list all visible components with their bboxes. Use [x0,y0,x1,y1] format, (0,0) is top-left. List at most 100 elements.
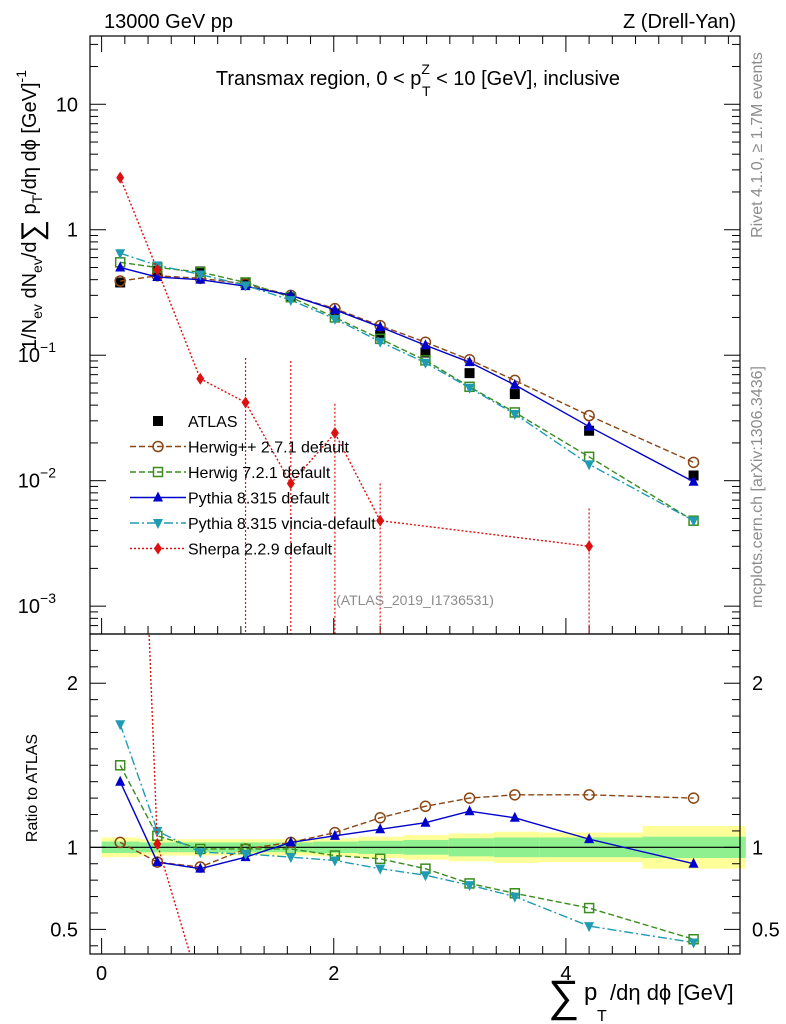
data-point-marker [152,440,164,453]
data-point-marker [285,296,296,307]
legend: ATLAS Herwig++ 2.7.1 default Herwig 7.2.1 … [130,414,376,559]
data-point-marker [195,862,206,873]
data-point-marker [114,275,126,287]
data-point-marker [509,378,520,389]
main-plot-series [114,171,700,634]
svg-text:1/Nev dNev/d∑ pT/dη dϕ [GeV]-: 1/Nev dNev/d∑ pT/dη dϕ [GeV]-1 [13,70,49,350]
data-point-marker [583,789,595,801]
x-axis-label: ∑ p T /dη dϕ [GeV] [548,972,734,1024]
data-point-marker [195,270,206,281]
data-point-marker [584,833,595,844]
legend-label: Pythia 8.315 default [188,491,330,508]
data-point-marker [583,902,595,914]
data-point-marker [329,829,340,840]
series-line [119,252,694,522]
data-point-marker [152,856,163,867]
legend-label: ATLAS [188,414,238,431]
series-line [119,724,694,944]
legend-label: Pythia 8.315 vincia-default [188,516,376,533]
svg-text:∑: ∑ [548,972,579,1021]
data-point-marker [688,470,699,481]
data-point-marker [115,249,126,260]
series-line [119,764,694,940]
data-point-marker [420,347,431,358]
data-point-marker [375,823,386,834]
x-tick-label: 4 [560,963,571,985]
ratio-axis-ticks: 0 2 4 2 2 1 1 0.5 0.5 [50,649,780,985]
data-point-marker [374,853,386,865]
data-point-marker [329,856,340,867]
data-point-marker [153,263,162,276]
svg-text:T: T [597,1008,607,1024]
svg-text:/dη dϕ [GeV]: /dη dϕ [GeV] [610,980,734,1005]
data-point-marker [509,410,520,421]
data-point-marker [463,792,476,804]
data-point-marker [583,409,595,422]
header-process-label: Z (Drell-Yan) [623,11,736,33]
data-point-marker [688,516,699,527]
series-line [148,634,191,954]
legend-label: Sherpa 2.2.9 default [188,542,333,559]
data-point-marker [114,836,126,849]
data-point-marker [464,805,475,816]
data-point-marker [196,982,204,994]
data-point-marker [509,789,521,801]
data-point-marker [154,542,162,555]
ratio-plot-series [114,634,700,994]
data-point-marker [464,356,475,367]
ratio-series-sherpa-2-2-9-default [148,634,204,994]
main-y-axis-label: 1/Nev dNev/d∑ pT/dη dϕ [GeV]-1 [13,70,49,350]
series-sherpa-2-2-9-default [116,171,594,634]
data-point-marker [688,475,699,486]
ratio-plot-frame [89,633,741,955]
data-point-marker [584,425,595,436]
series-line [120,261,694,522]
data-point-marker [687,792,700,804]
data-point-marker [286,477,295,490]
svg-text:Transmax region, 0 < pZT < 10: Transmax region, 0 < pZ T < 10 [GeV], inc… [216,61,620,99]
y-tick-label: 10 [56,94,78,116]
data-point-marker [115,261,126,272]
series-line [120,275,694,463]
data-point-marker [240,849,251,860]
data-point-marker [153,491,163,502]
legend-entry: Herwig 7.2.1 default [130,465,331,482]
series-line [120,266,694,483]
data-point-marker [195,848,206,859]
y-tick-label: 10−1 [18,339,56,367]
data-point-marker [464,881,475,892]
analysis-id-label: (ATLAS_2019_I1736531) [336,592,494,608]
data-point-marker [374,812,386,824]
data-point-marker [115,277,126,288]
x-tick-label: 0 [96,963,107,985]
data-point-marker [153,838,162,851]
x-tick-label: 2 [328,963,339,985]
data-point-marker [240,281,251,292]
data-point-marker [116,171,125,184]
data-point-marker [285,853,296,864]
data-point-marker [153,416,163,426]
legend-label: Herwig++ 2.7.1 default [188,440,350,457]
data-point-marker [152,271,163,282]
data-point-marker [115,720,126,731]
data-point-marker [419,800,432,813]
data-point-marker [420,871,431,882]
data-point-marker [375,320,386,331]
legend-entry: Pythia 8.315 default [130,491,330,508]
ratio-uncertainty-bands [90,826,746,869]
data-point-marker [688,938,699,949]
ratio-tick-label: 2 [67,673,78,695]
data-point-marker [420,358,431,369]
data-point-marker [509,389,520,400]
ratio-tick-label: 0.5 [50,919,78,941]
data-point-marker [509,811,520,822]
data-point-marker [196,372,205,385]
series-herwig-7-2-1-default [114,257,699,526]
data-point-marker [464,368,475,379]
y-tick-label: 1 [67,220,78,242]
data-point-marker [420,339,431,350]
data-point-marker [688,857,699,868]
ratio-y-axis-label: Ratio to ATLAS [24,734,41,842]
mcplots-label: mcplots.cern.ch [arXiv:1306.3436] [749,366,766,608]
